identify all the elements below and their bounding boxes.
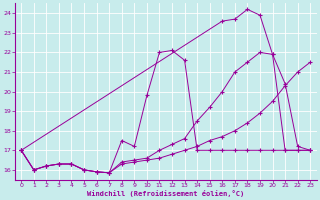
X-axis label: Windchill (Refroidissement éolien,°C): Windchill (Refroidissement éolien,°C) (87, 190, 244, 197)
